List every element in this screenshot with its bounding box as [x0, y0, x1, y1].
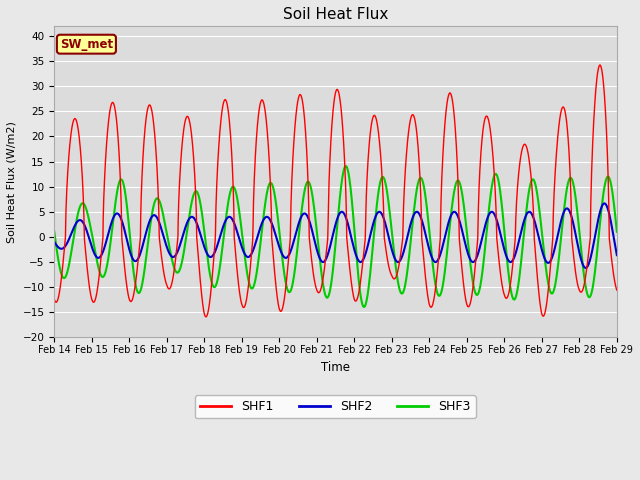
SHF2: [569, 219, 577, 225]
Text: SW_met: SW_met: [60, 38, 113, 51]
SHF3: [570, 181, 577, 187]
SHF3: [240, 244, 248, 250]
SHF1: [110, 102, 118, 108]
SHF3: [360, 304, 368, 310]
SHF1: [51, 296, 58, 302]
SHF3: [342, 163, 349, 169]
SHF1: [634, 53, 640, 59]
Line: SHF3: SHF3: [54, 166, 640, 307]
Line: SHF1: SHF1: [54, 56, 640, 317]
SHF2: [110, 213, 118, 219]
SHF2: [620, 269, 627, 275]
SHF1: [569, 249, 577, 254]
Title: Soil Heat Flux: Soil Heat Flux: [283, 7, 388, 22]
SHF3: [391, 257, 399, 263]
SHF3: [51, 228, 58, 234]
X-axis label: Time: Time: [321, 360, 350, 373]
SHF2: [638, 199, 640, 204]
SHF1: [391, 276, 399, 282]
SHF2: [535, 236, 543, 241]
Y-axis label: Soil Heat Flux (W/m2): Soil Heat Flux (W/m2): [7, 120, 17, 242]
SHF1: [202, 314, 210, 320]
SHF2: [390, 255, 398, 261]
SHF1: [536, 294, 543, 300]
SHF2: [51, 239, 58, 245]
SHF2: [240, 249, 248, 254]
SHF1: [240, 305, 248, 311]
SHF3: [110, 210, 118, 216]
Legend: SHF1, SHF2, SHF3: SHF1, SHF2, SHF3: [195, 396, 476, 419]
Line: SHF2: SHF2: [54, 202, 640, 272]
SHF3: [536, 208, 543, 214]
